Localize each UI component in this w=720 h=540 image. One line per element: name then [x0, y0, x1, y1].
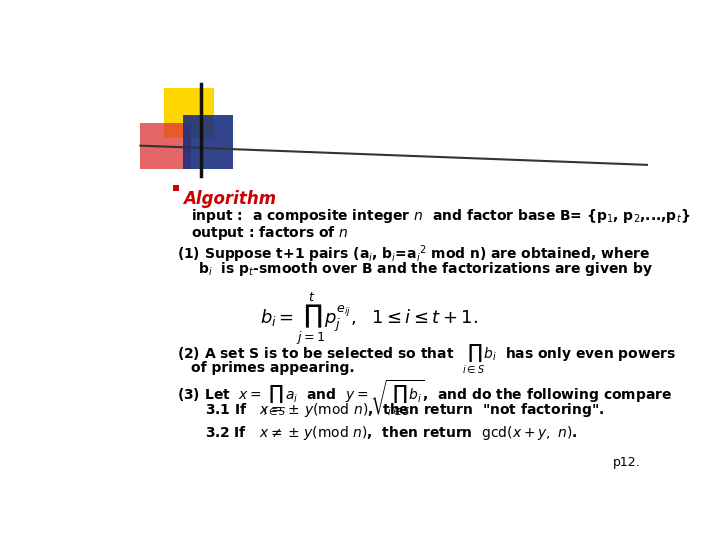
Text: $\mathbf{3.2\ If}$   $x \neq \pm\, y(\mathrm{mod}\ n)$,  then return  $\mathrm{g: $\mathbf{3.2\ If}$ $x \neq \pm\, y(\math… [204, 423, 577, 442]
Bar [173, 185, 179, 191]
Text: (3) Let  $x = \prod_{i \in S} a_i$  and  $y = \sqrt{\prod_{i \in S} b_i}$,  and : (3) Let $x = \prod_{i \in S} a_i$ and $y… [177, 379, 672, 418]
Text: $b_i = \prod_{j=1}^{t} p_j^{e_{ij}}, \ \ 1 \leq i \leq t+1.$: $b_i = \prod_{j=1}^{t} p_j^{e_{ij}}, \ \… [260, 289, 478, 347]
Text: Algorithm: Algorithm [183, 190, 276, 207]
Text: $\mathbf{3.1\ If}$   $x = \pm\, y(\mathrm{mod}\ n)$,  then return  "not factorin: $\mathbf{3.1\ If}$ $x = \pm\, y(\mathrm{… [204, 401, 604, 419]
Text: input :  a composite integer $\mathit{n}$  and factor base B= {p$_1$, p$_2$,...,: input : a composite integer $\mathit{n}$… [191, 207, 690, 225]
Bar [183, 115, 233, 168]
Text: output : factors of $\mathit{n}$: output : factors of $\mathit{n}$ [191, 224, 348, 242]
Bar [140, 123, 191, 168]
Text: p12.: p12. [613, 456, 640, 469]
Text: of primes appearing.: of primes appearing. [191, 361, 354, 375]
Text: b$_i$  is p$_t$-smooth over B and the factorizations are given by: b$_i$ is p$_t$-smooth over B and the fac… [199, 260, 654, 279]
Text: (1) Suppose t+1 pairs (a$_i$, b$_i$=a$_i$$^2$ mod n) are obtained, where: (1) Suppose t+1 pairs (a$_i$, b$_i$=a$_i… [177, 244, 650, 265]
Bar [163, 88, 214, 138]
Text: (2) A set S is to be selected so that  $\prod_{i \in S} b_i$  has only even powe: (2) A set S is to be selected so that $\… [177, 342, 676, 375]
